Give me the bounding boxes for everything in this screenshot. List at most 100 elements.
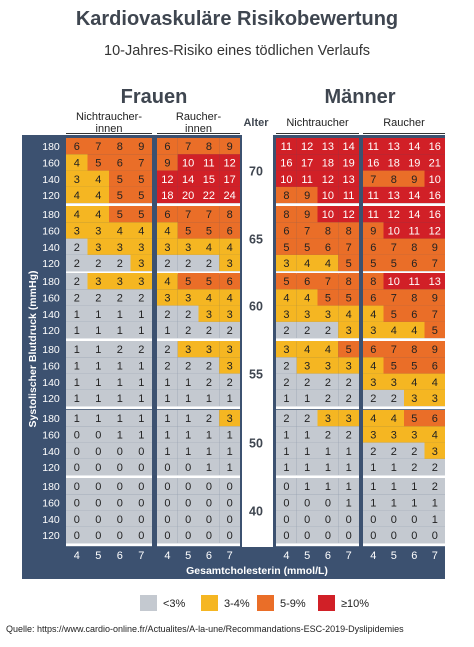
risk-cell <box>363 458 384 476</box>
risk-cell-value: 2 <box>185 325 191 337</box>
risk-cell-value: 4 <box>227 242 233 254</box>
risk-cell <box>317 289 339 306</box>
risk-cell-value: 1 <box>370 481 376 493</box>
risk-cell <box>130 238 152 255</box>
risk-cell-value: 2 <box>138 344 144 356</box>
risk-cell-value: 12 <box>224 157 236 169</box>
risk-cell-value: 0 <box>74 446 80 458</box>
risk-cell <box>338 222 359 239</box>
risk-cell <box>383 341 404 358</box>
risk-cell <box>317 206 339 223</box>
risk-cell <box>177 254 199 272</box>
risk-cell <box>177 206 199 223</box>
risk-cell-value: 1 <box>95 344 101 356</box>
risk-cell <box>66 410 88 427</box>
risk-cell <box>317 341 339 358</box>
risk-cell <box>87 254 109 272</box>
block-separator <box>276 338 359 342</box>
risk-cell-value: 1 <box>138 393 144 405</box>
risk-cell-value: 3 <box>117 276 123 288</box>
risk-cell <box>87 206 109 223</box>
risk-cell <box>363 273 384 290</box>
risk-cell-value: 13 <box>322 141 334 153</box>
risk-cell-value: 3 <box>411 429 417 441</box>
risk-cell-value: 8 <box>346 225 352 237</box>
risk-cell-value: 5 <box>185 276 191 288</box>
risk-cell-value: 2 <box>206 413 212 425</box>
risk-cell <box>87 389 109 407</box>
risk-cell-value: 3 <box>325 413 331 425</box>
risk-cell <box>383 526 404 544</box>
risk-cell <box>219 170 240 187</box>
risk-cell <box>66 289 88 306</box>
risk-cell-value: 1 <box>304 462 310 474</box>
risk-cell <box>109 305 131 322</box>
risk-cell <box>383 138 404 155</box>
risk-cell-value: 0 <box>95 530 101 542</box>
risk-cell-value: 2 <box>185 360 191 372</box>
cholesterol-tick-7: 7 <box>346 550 352 562</box>
bp-label-120-age-40: 120 <box>42 530 60 542</box>
risk-cell <box>338 254 359 272</box>
risk-cell-value: 15 <box>203 174 215 186</box>
risk-cell-value: 1 <box>138 429 144 441</box>
risk-cell <box>66 186 88 204</box>
risk-cell <box>157 305 178 322</box>
risk-cell-value: 0 <box>227 497 233 509</box>
risk-cell-value: 3 <box>74 225 80 237</box>
risk-cell-value: 1 <box>206 429 212 441</box>
risk-cell-value: 0 <box>164 530 170 542</box>
risk-cell <box>363 222 384 239</box>
risk-cell-value: 3 <box>185 344 191 356</box>
risk-cell <box>276 526 297 544</box>
risk-cell-value: 3 <box>370 429 376 441</box>
risk-cell-value: 3 <box>227 344 233 356</box>
risk-cell <box>276 154 297 171</box>
risk-cell <box>317 138 339 155</box>
risk-cell <box>383 389 404 407</box>
risk-cell-value: 19 <box>408 157 420 169</box>
risk-cell-value: 8 <box>325 225 331 237</box>
risk-cell-value: 21 <box>429 157 441 169</box>
risk-cell-value: 13 <box>343 174 355 186</box>
risk-cell <box>66 389 88 407</box>
risk-cell <box>296 154 318 171</box>
risk-cell <box>296 170 318 187</box>
risk-cell-value: 20 <box>182 190 194 202</box>
risk-cell <box>296 510 318 527</box>
risk-cell-value: 4 <box>304 344 310 356</box>
risk-cell-value: 0 <box>164 497 170 509</box>
risk-cell-value: 12 <box>388 209 400 221</box>
risk-cell-value: 11 <box>409 276 420 288</box>
risk-cell <box>404 410 425 427</box>
risk-cell <box>198 138 220 155</box>
risk-cell <box>424 289 445 306</box>
risk-cell <box>338 494 359 511</box>
risk-cell-value: 7 <box>185 209 191 221</box>
risk-cell-value: 8 <box>227 209 233 221</box>
risk-cell-value: 5 <box>370 258 376 270</box>
bp-label-120-age-50: 120 <box>42 462 60 474</box>
risk-cell-value: 0 <box>138 497 144 509</box>
legend-label-0: <3% <box>163 598 186 610</box>
cholesterol-tick-4: 4 <box>164 550 170 562</box>
risk-cell <box>198 321 220 339</box>
risk-cell-value: 1 <box>185 446 191 458</box>
risk-cell-value: 0 <box>185 462 191 474</box>
risk-cell <box>130 357 152 374</box>
risk-cell-value: 0 <box>164 462 170 474</box>
risk-cell <box>424 186 445 204</box>
risk-cell <box>404 254 425 272</box>
risk-cell-value: 0 <box>117 462 123 474</box>
risk-cell <box>198 510 220 527</box>
legend-swatch-2 <box>257 595 274 611</box>
risk-cell-value: 4 <box>74 190 80 202</box>
risk-cell <box>363 357 384 374</box>
risk-cell-value: 0 <box>411 514 417 526</box>
risk-cell <box>130 222 152 239</box>
bp-label-180-age-55: 180 <box>42 344 60 356</box>
risk-cell-value: 4 <box>411 377 417 389</box>
risk-cell-value: 8 <box>346 276 352 288</box>
risk-cell <box>338 478 359 495</box>
risk-cell-value: 4 <box>304 258 310 270</box>
